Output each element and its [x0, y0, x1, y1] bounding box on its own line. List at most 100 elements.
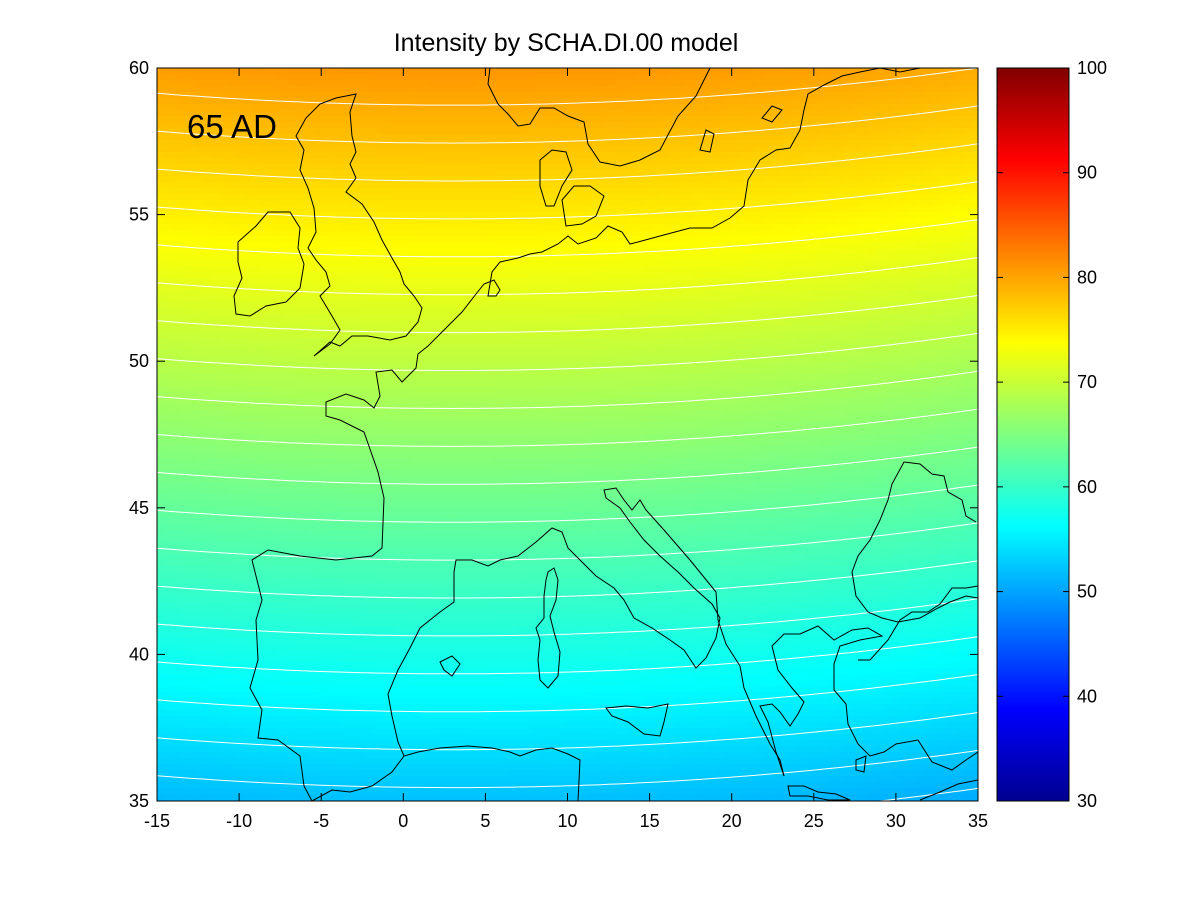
field-cell: [957, 308, 966, 315]
field-cell: [597, 254, 606, 261]
field-cell: [157, 290, 166, 297]
field-cell: [957, 188, 966, 195]
field-cell: [557, 248, 566, 255]
field-cell: [925, 110, 934, 117]
field-cell: [941, 314, 950, 321]
field-cell: [381, 338, 390, 345]
field-cell: [245, 218, 254, 225]
field-cell: [741, 98, 750, 105]
field-cell: [229, 68, 238, 75]
field-cell: [333, 182, 342, 189]
field-cell: [421, 92, 430, 99]
field-cell: [781, 110, 790, 117]
field-cell: [685, 98, 694, 105]
field-cell: [261, 218, 270, 225]
field-cell: [917, 176, 926, 183]
field-cell: [973, 302, 978, 309]
field-cell: [413, 350, 422, 357]
field-cell: [637, 314, 646, 321]
field-cell: [581, 170, 590, 177]
field-cell: [589, 98, 598, 105]
field-cell: [309, 314, 318, 321]
field-cell: [293, 290, 302, 297]
field-cell: [341, 260, 350, 267]
field-cell: [709, 308, 718, 315]
field-cell: [261, 278, 270, 285]
field-cell: [677, 218, 686, 225]
field-cell: [517, 296, 526, 303]
field-cell: [413, 176, 422, 183]
field-cell: [157, 236, 166, 243]
field-cell: [941, 302, 950, 309]
field-cell: [389, 170, 398, 177]
field-cell: [821, 242, 830, 249]
field-cell: [421, 350, 430, 357]
field-cell: [653, 332, 662, 339]
field-cell: [237, 320, 246, 327]
field-cell: [429, 86, 438, 93]
field-cell: [925, 80, 934, 87]
field-cell: [445, 302, 454, 309]
field-cell: [541, 254, 550, 261]
field-cell: [205, 194, 214, 201]
field-cell: [613, 350, 622, 357]
field-cell: [285, 224, 294, 231]
field-cell: [197, 92, 206, 99]
field-cell: [949, 284, 958, 291]
field-cell: [549, 194, 558, 201]
field-cell: [493, 212, 502, 219]
field-cell: [477, 116, 486, 123]
field-cell: [685, 218, 694, 225]
field-cell: [197, 176, 206, 183]
field-cell: [885, 122, 894, 129]
field-cell: [709, 86, 718, 93]
field-cell: [621, 176, 630, 183]
field-cell: [173, 272, 182, 279]
field-cell: [613, 278, 622, 285]
field-cell: [925, 92, 934, 99]
field-cell: [213, 188, 222, 195]
field-cell: [261, 224, 270, 231]
field-cell: [829, 224, 838, 231]
field-cell: [797, 272, 806, 279]
field-cell: [605, 254, 614, 261]
field-cell: [517, 314, 526, 321]
field-cell: [813, 296, 822, 303]
field-cell: [797, 212, 806, 219]
field-cell: [813, 146, 822, 153]
field-cell: [229, 236, 238, 243]
field-cell: [501, 80, 510, 87]
field-cell: [861, 266, 870, 273]
field-cell: [637, 110, 646, 117]
field-cell: [269, 92, 278, 99]
field-cell: [909, 266, 918, 273]
field-cell: [509, 176, 518, 183]
field-cell: [317, 278, 326, 285]
field-cell: [397, 170, 406, 177]
field-cell: [333, 350, 342, 357]
field-cell: [517, 176, 526, 183]
field-cell: [757, 206, 766, 213]
field-cell: [301, 266, 310, 273]
field-cell: [533, 272, 542, 279]
field-cell: [965, 74, 974, 81]
field-cell: [173, 170, 182, 177]
field-cell: [357, 74, 366, 81]
field-cell: [245, 302, 254, 309]
field-cell: [549, 206, 558, 213]
field-cell: [341, 86, 350, 93]
field-cell: [797, 182, 806, 189]
field-cell: [685, 236, 694, 243]
field-cell: [389, 182, 398, 189]
field-cell: [493, 188, 502, 195]
field-cell: [293, 116, 302, 123]
field-cell: [525, 92, 534, 99]
field-cell: [389, 140, 398, 147]
field-cell: [653, 308, 662, 315]
field-cell: [325, 332, 334, 339]
field-cell: [885, 170, 894, 177]
field-cell: [853, 116, 862, 123]
field-cell: [765, 266, 774, 273]
field-cell: [597, 164, 606, 171]
field-cell: [861, 218, 870, 225]
